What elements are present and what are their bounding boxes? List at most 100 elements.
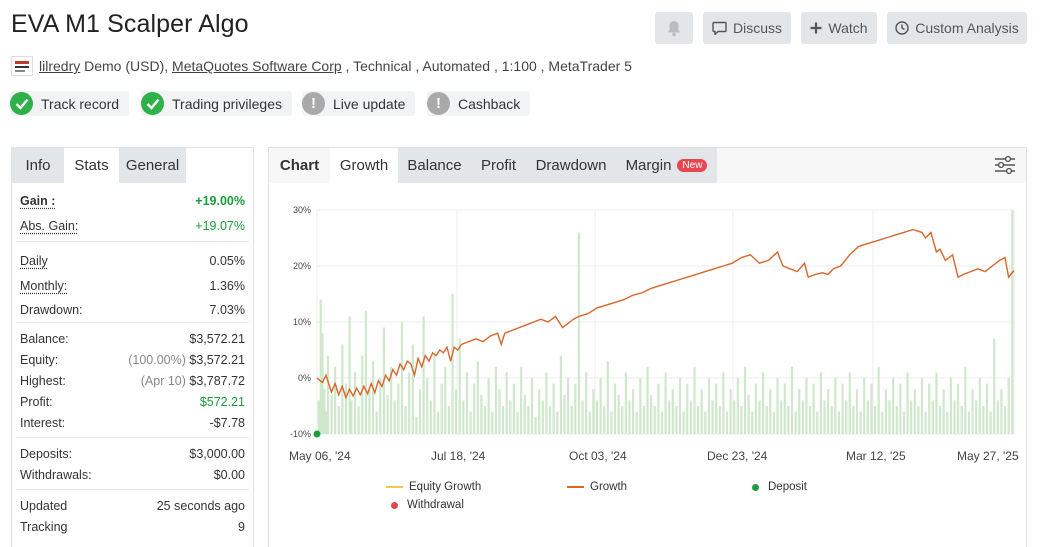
- y-tick-label: -10%: [289, 429, 311, 439]
- stat-label[interactable]: Daily: [20, 254, 48, 268]
- stat-monthly: Monthly: 1.36%: [12, 274, 253, 298]
- tab-balance[interactable]: Balance: [398, 148, 471, 183]
- custom-analysis-button[interactable]: Custom Analysis: [887, 12, 1027, 44]
- legend-equity-growth[interactable]: Equity Growth: [386, 481, 481, 493]
- legend-label: Growth: [590, 481, 628, 493]
- legend-dot-icon: [752, 483, 759, 491]
- notify-button[interactable]: [655, 12, 693, 44]
- tab-chart[interactable]: Chart: [269, 148, 330, 183]
- badge-live-update[interactable]: ! Live update: [302, 91, 416, 116]
- legend-withdrawal[interactable]: Withdrawal: [390, 499, 464, 511]
- stat-abs-gain: Abs. Gain: +19.07%: [12, 213, 253, 238]
- username-link[interactable]: lilredry: [39, 58, 81, 74]
- stat-value: $3,787.72: [189, 373, 245, 388]
- badge-track-record[interactable]: Track record: [10, 91, 130, 116]
- account-details: , Technical , Automated , 1:100 , MetaTr…: [341, 58, 632, 74]
- chart-settings-button[interactable]: [994, 155, 1016, 180]
- chart-tabs: Chart Growth Balance Profit Drawdown Mar…: [269, 148, 1026, 183]
- stat-withdrawals: Withdrawals: $0.00: [12, 464, 253, 485]
- x-tick-label: Oct 03, '24: [569, 449, 627, 463]
- stat-value: 7.03%: [209, 303, 245, 317]
- y-tick-label: 0%: [297, 373, 311, 383]
- y-tick-label: 20%: [292, 261, 311, 271]
- discuss-label: Discuss: [732, 20, 782, 36]
- tab-growth[interactable]: Growth: [330, 148, 398, 183]
- stat-label[interactable]: Gain :: [20, 193, 56, 208]
- sliders-icon: [994, 155, 1016, 179]
- stat-value: $3,572.21: [189, 331, 245, 346]
- badge-trading-privileges[interactable]: Trading privileges: [141, 91, 292, 116]
- legend-growth[interactable]: Growth: [567, 481, 627, 493]
- stat-value: $0.00: [213, 467, 245, 482]
- stat-value: 9: [238, 519, 245, 534]
- x-tick-label: Dec 23, '24: [707, 449, 768, 463]
- watch-label: Watch: [828, 20, 868, 36]
- tab-stats[interactable]: Stats: [74, 157, 109, 174]
- x-tick-label: May 27, '25: [957, 449, 1019, 463]
- account-meta: lilredry Demo (USD), MetaQuotes Software…: [11, 56, 632, 76]
- watch-button[interactable]: Watch: [801, 12, 877, 44]
- tab-margin[interactable]: Margin New: [616, 148, 717, 183]
- badge-label: Trading privileges: [172, 95, 282, 112]
- stat-value: 0.05%: [209, 254, 245, 268]
- y-tick-label: 10%: [292, 317, 311, 327]
- stat-value: 1.36%: [209, 279, 245, 293]
- stat-label: Highest:: [20, 373, 66, 388]
- legend-label: Withdrawal: [407, 499, 464, 511]
- x-tick-label: Jul 18, '24: [431, 449, 486, 463]
- chart-panel: Chart Growth Balance Profit Drawdown Mar…: [268, 147, 1027, 547]
- stat-gain: Gain : +19.00%: [12, 188, 253, 213]
- stat-value: +19.00%: [195, 193, 245, 208]
- plus-icon: [810, 22, 822, 34]
- x-tick-label: Mar 12, '25: [846, 449, 906, 463]
- stat-label: Interest:: [20, 415, 66, 430]
- tab-drawdown[interactable]: Drawdown: [526, 148, 616, 183]
- stat-label: Equity:: [20, 352, 59, 367]
- badge-label: Live update: [333, 95, 406, 112]
- check-icon: [141, 92, 164, 115]
- stat-balance: Balance: $3,572.21: [12, 328, 253, 349]
- stat-label: Withdrawals:: [20, 467, 92, 482]
- stat-tracking: Tracking 9: [12, 516, 253, 537]
- stats-panel: Info Stats General Gain : +19.00% Abs. G…: [11, 147, 254, 547]
- check-icon: [10, 92, 33, 115]
- clock-icon: [895, 21, 909, 35]
- badge-cashback[interactable]: ! Cashback: [427, 91, 531, 116]
- bell-icon: [666, 20, 682, 37]
- stat-drawdown: Drawdown: 7.03%: [12, 298, 253, 322]
- stat-label: Balance:: [20, 331, 69, 346]
- comment-icon: [712, 21, 727, 35]
- stat-prefix: (Apr 10): [140, 373, 186, 388]
- stat-updated: Updated 25 seconds ago: [12, 495, 253, 516]
- legend-line-icon: [386, 486, 403, 488]
- legend-dot-icon: [391, 501, 398, 509]
- legend-label: Equity Growth: [409, 481, 482, 493]
- stat-prefix: (100.00%): [128, 352, 186, 367]
- tab-info[interactable]: Info: [12, 148, 64, 183]
- tab-profit[interactable]: Profit: [471, 148, 526, 183]
- stat-label: Deposits:: [20, 446, 73, 461]
- stat-label: Profit:: [20, 394, 53, 409]
- broker-link[interactable]: MetaQuotes Software Corp: [172, 58, 342, 74]
- stat-equity: Equity: (100.00%) $3,572.21: [12, 349, 253, 370]
- stat-deposits: Deposits: $3,000.00: [12, 443, 253, 464]
- page-title: EVA M1 Scalper Algo: [11, 10, 249, 38]
- discuss-button[interactable]: Discuss: [703, 12, 791, 44]
- legend-label: Deposit: [768, 481, 807, 493]
- stat-label[interactable]: Monthly:: [20, 279, 68, 293]
- stats-tabs: Info Stats General: [12, 148, 253, 183]
- legend-deposit[interactable]: Deposit: [751, 481, 807, 493]
- legend-line-icon: [567, 486, 584, 488]
- stat-daily: Daily 0.05%: [12, 248, 253, 274]
- stat-interest: Interest: -$7.78: [12, 412, 253, 433]
- exclamation-icon: !: [427, 92, 450, 115]
- stat-profit: Profit: $572.21: [12, 391, 253, 412]
- badge-label: Track record: [41, 95, 120, 112]
- margin-label: Margin: [625, 157, 672, 174]
- exclamation-icon: !: [302, 92, 325, 115]
- tab-general[interactable]: General: [119, 148, 186, 183]
- badge-label: Cashback: [458, 95, 521, 112]
- avatar[interactable]: [11, 56, 33, 76]
- stat-label[interactable]: Abs. Gain:: [20, 218, 79, 233]
- stat-label: Updated: [20, 498, 68, 513]
